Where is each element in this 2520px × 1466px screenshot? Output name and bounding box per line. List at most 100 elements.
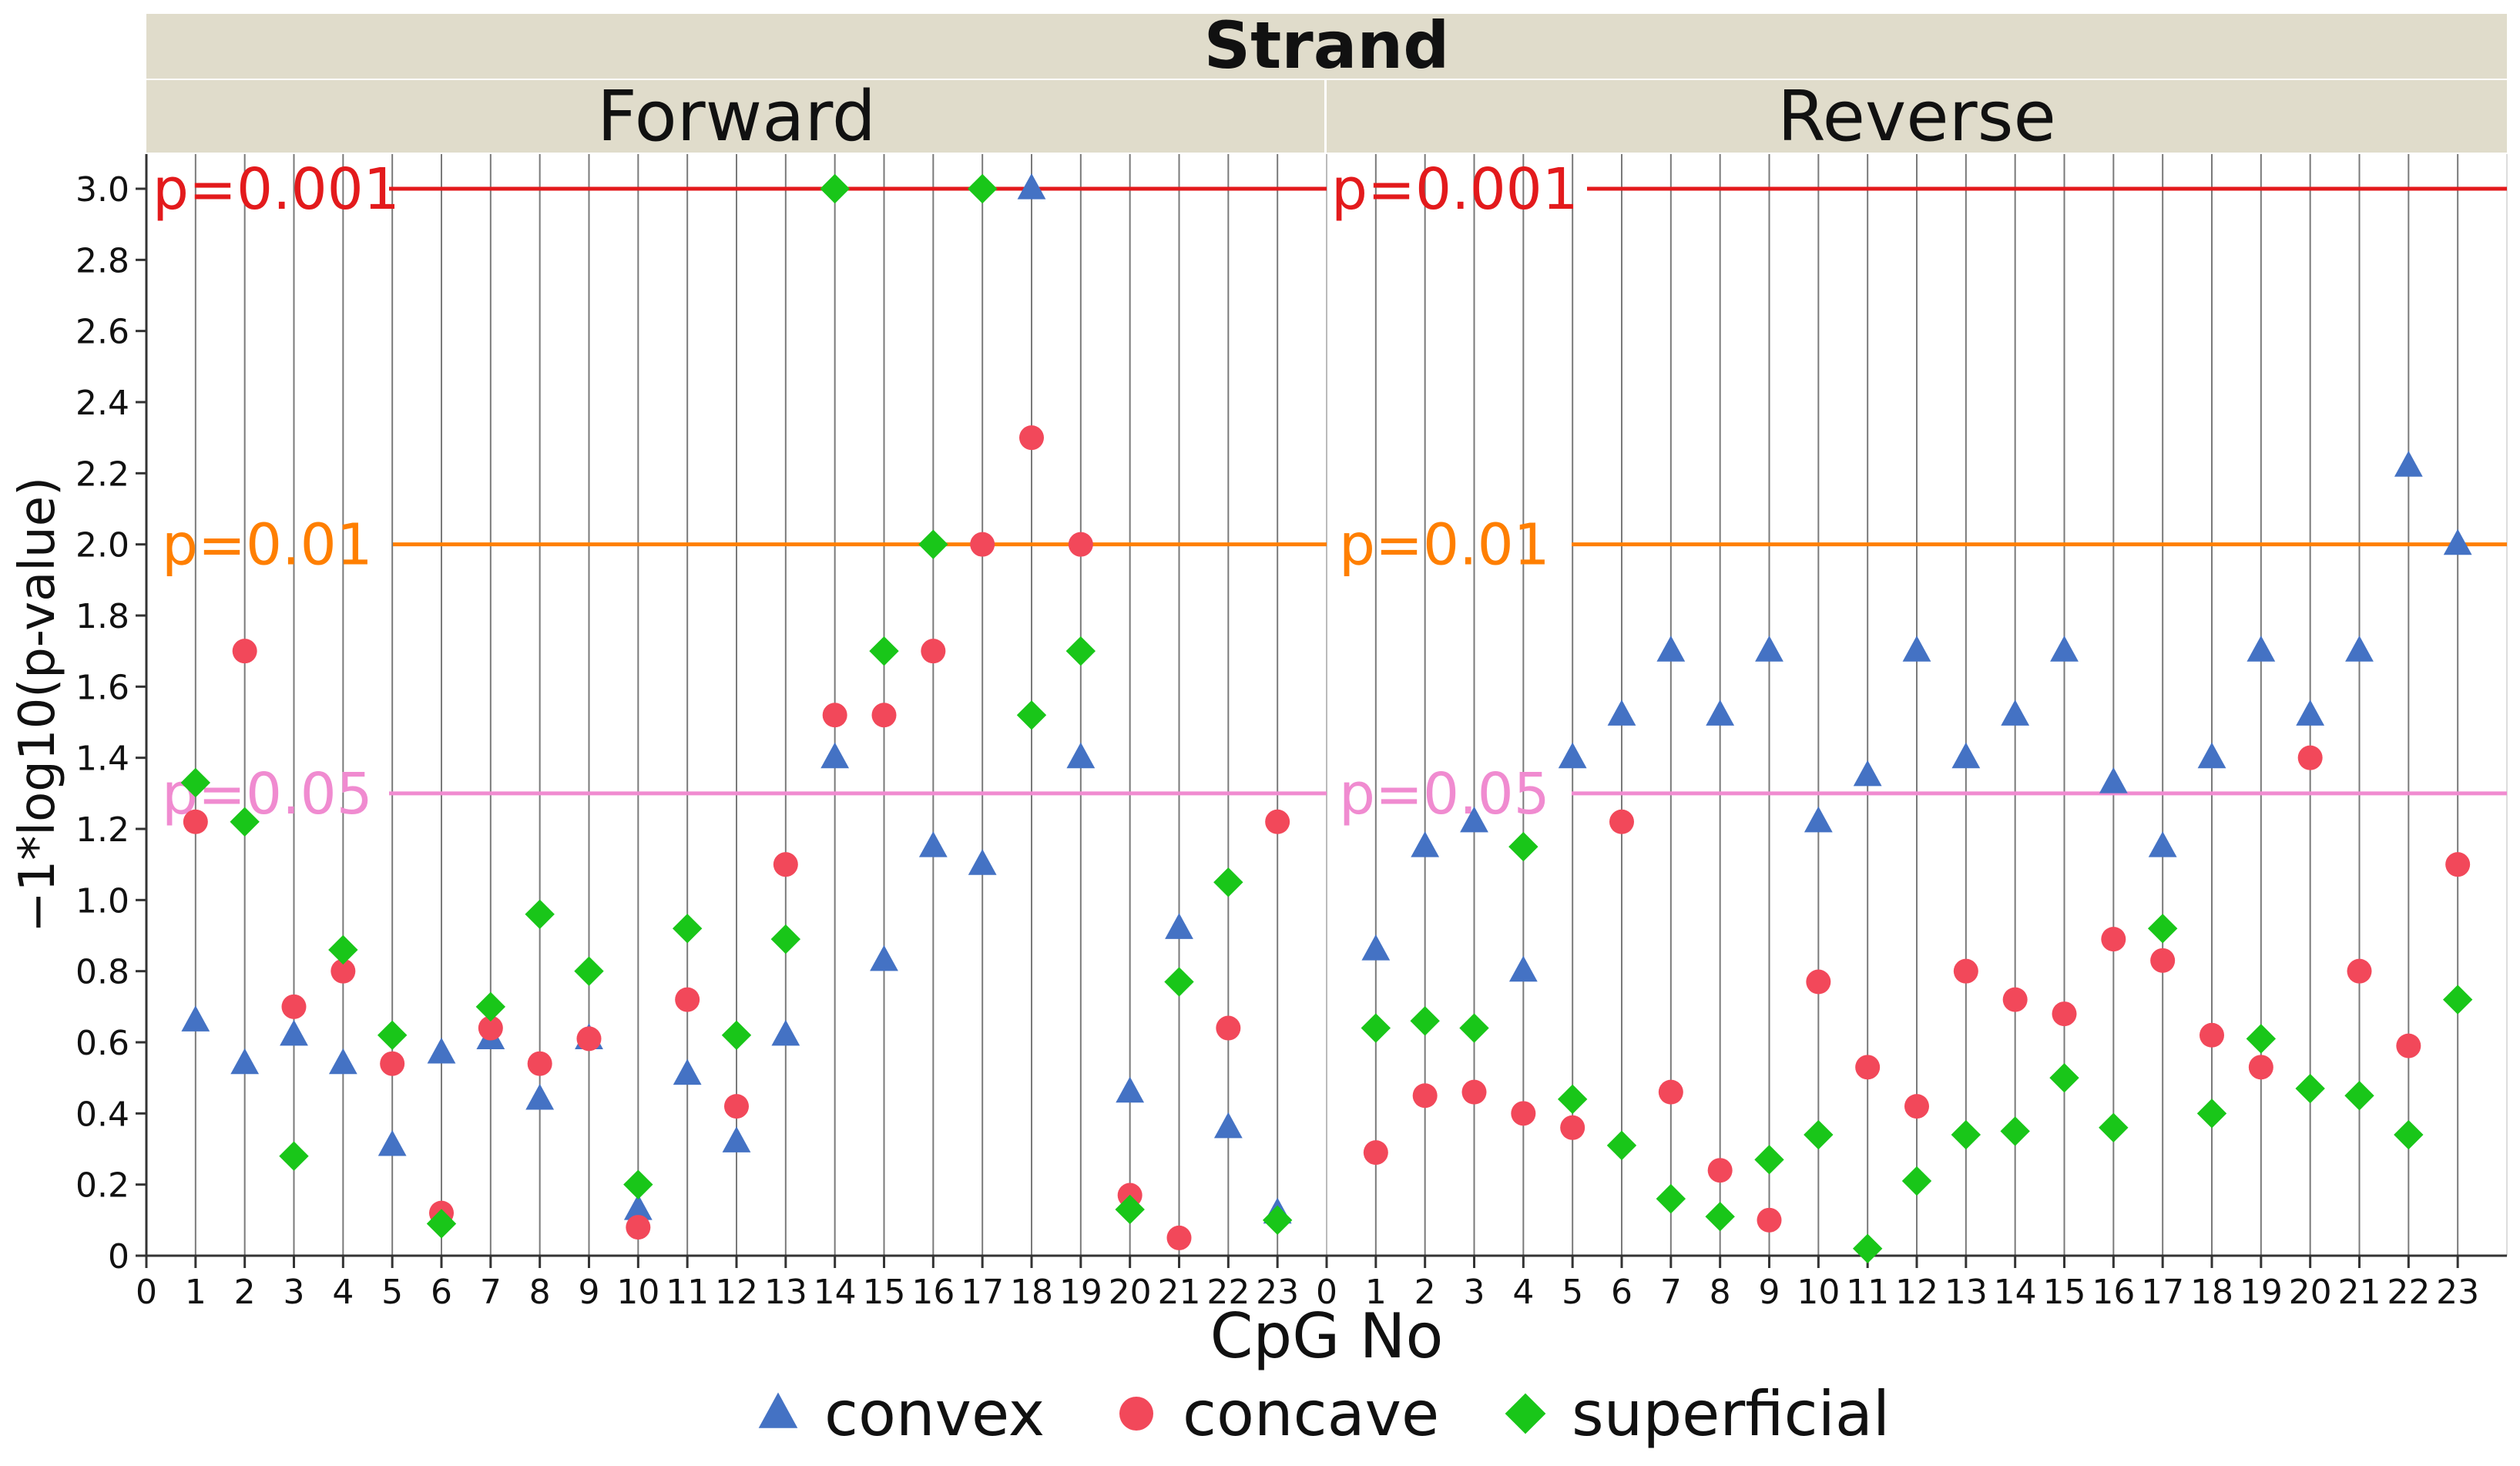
data-point-concave	[478, 1015, 503, 1041]
data-point-concave	[2297, 745, 2323, 770]
data-point-convex	[1066, 742, 1096, 769]
data-point-convex	[1755, 636, 1783, 662]
data-point-concave	[2002, 987, 2028, 1012]
strand-header-bg	[146, 14, 2507, 79]
legend-label-concave: concave	[1183, 1378, 1439, 1450]
data-point-concave	[1363, 1140, 1388, 1166]
y-tick-label: 2.4	[75, 384, 129, 423]
data-point-superficial	[1705, 1202, 1735, 1232]
data-point-concave	[2150, 948, 2176, 973]
data-point-convex	[1804, 806, 1833, 833]
strand-title: Strand	[1204, 8, 1450, 83]
legend-marker-convex	[758, 1392, 798, 1428]
data-point-convex	[722, 1126, 751, 1152]
data-point-superficial	[1065, 636, 1096, 666]
x-tick-label: 4	[1512, 1273, 1534, 1312]
data-point-convex	[918, 831, 948, 857]
y-tick-label: 0.8	[75, 953, 129, 992]
y-tick-label: 2.8	[75, 241, 129, 280]
data-point-concave	[626, 1215, 651, 1240]
data-point-superficial	[1115, 1194, 1145, 1225]
data-point-convex	[377, 1129, 407, 1156]
data-point-convex	[1607, 699, 1636, 726]
data-point-concave	[1265, 809, 1290, 834]
data-point-superficial	[1213, 867, 1243, 897]
x-tick-label: 1	[1365, 1273, 1387, 1312]
data-point-convex	[328, 1048, 357, 1075]
x-tick-label: 3	[284, 1273, 305, 1312]
data-point-convex	[1853, 760, 1882, 787]
data-point-superficial	[1951, 1119, 1981, 1150]
data-point-superficial	[2394, 1119, 2424, 1150]
data-point-convex	[525, 1083, 555, 1110]
data-point-convex	[1411, 831, 1440, 857]
data-point-superficial	[230, 807, 260, 837]
data-point-convex	[181, 1005, 210, 1032]
x-tick-label: 14	[1994, 1273, 2037, 1312]
data-point-convex	[2247, 636, 2276, 662]
data-point-concave	[232, 639, 257, 664]
x-tick-label: 19	[2240, 1273, 2283, 1312]
y-tick-label: 1.2	[75, 810, 129, 850]
strand-header: Strand Forward Reverse	[146, 8, 2507, 157]
data-point-concave	[2052, 1001, 2077, 1027]
data-point-superficial	[918, 529, 948, 559]
reference-line-label: p=0.001	[153, 156, 400, 223]
x-tick-label: 13	[1945, 1273, 1988, 1312]
data-point-concave	[1461, 1079, 1487, 1105]
x-tick-label: 0	[1316, 1273, 1337, 1312]
data-point-convex	[1951, 742, 1981, 769]
x-tick-label: 7	[1660, 1273, 1682, 1312]
data-point-concave	[1757, 1207, 1782, 1233]
data-point-superficial	[377, 1020, 408, 1050]
data-point-convex	[820, 742, 850, 769]
data-point-convex	[2296, 699, 2325, 726]
data-point-concave	[2200, 1022, 2224, 1048]
data-point-superficial	[2344, 1081, 2374, 1111]
data-point-concave	[1806, 969, 1831, 995]
x-tick-label: 17	[961, 1273, 1004, 1312]
x-tick-label: 21	[1158, 1273, 1201, 1312]
x-tick-label: 18	[2190, 1273, 2233, 1312]
data-point-superficial	[1557, 1084, 1588, 1115]
x-tick-label: 0	[136, 1273, 157, 1312]
y-tick-label: 1.0	[75, 881, 129, 921]
x-tick-label: 20	[1109, 1273, 1152, 1312]
x-axis-title: CpG No	[1210, 1300, 1444, 1372]
data-point-superficial	[1016, 700, 1047, 730]
x-tick-label: 5	[1562, 1273, 1583, 1312]
reference-line-label: p=0.01	[1339, 512, 1550, 579]
data-point-concave	[1019, 425, 1044, 451]
data-point-superficial	[2442, 985, 2473, 1015]
y-tick-label: 1.6	[75, 668, 129, 707]
data-point-superficial	[1410, 1006, 1440, 1036]
x-tick-label: 8	[1710, 1273, 1731, 1312]
data-point-superficial	[2000, 1116, 2030, 1146]
data-point-concave	[2347, 958, 2372, 984]
y-tick-label: 3.0	[75, 170, 129, 210]
data-point-superficial	[1656, 1183, 1686, 1214]
data-point-concave	[1855, 1055, 1881, 1080]
data-point-convex	[280, 1019, 308, 1046]
x-tick-label: 15	[863, 1273, 906, 1312]
data-point-convex	[673, 1058, 702, 1085]
x-tick-label: 23	[1256, 1273, 1299, 1312]
data-point-superficial	[623, 1169, 653, 1199]
data-point-superficial	[2196, 1099, 2227, 1129]
x-tick-label: 22	[1206, 1273, 1250, 1312]
data-point-concave	[1511, 1101, 1536, 1126]
legend-marker-concave	[1119, 1397, 1153, 1431]
data-point-convex	[2001, 699, 2030, 726]
data-point-convex	[1116, 1076, 1145, 1103]
legend: convex concave superficial	[758, 1378, 1890, 1450]
panel-title-forward: Forward	[597, 76, 876, 157]
data-point-convex	[1508, 955, 1538, 982]
reference-line-label: p=0.01	[162, 512, 373, 579]
x-tick-label: 2	[234, 1273, 256, 1312]
data-point-superficial	[770, 924, 801, 954]
x-tick-label: 16	[911, 1273, 955, 1312]
data-point-convex	[1902, 636, 1931, 662]
data-points	[180, 173, 2473, 1263]
data-point-superficial	[672, 914, 703, 944]
y-tick-label: 1.8	[75, 597, 129, 636]
